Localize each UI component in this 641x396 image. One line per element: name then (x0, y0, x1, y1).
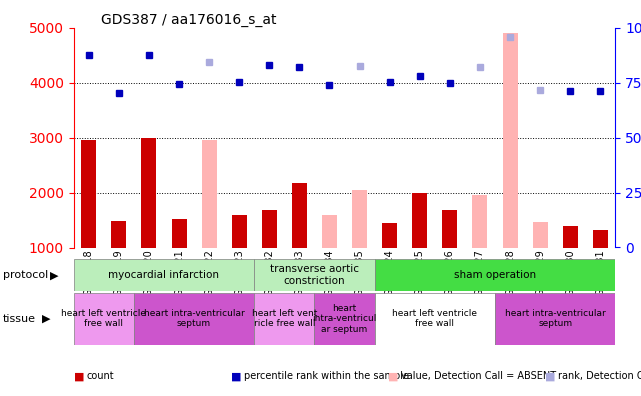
Text: heart
intra-ventricul
ar septum: heart intra-ventricul ar septum (312, 304, 377, 334)
Text: heart intra-ventricular
septum: heart intra-ventricular septum (505, 309, 606, 328)
Bar (442, 210, 458, 248)
Bar (382, 223, 397, 248)
Text: value, Detection Call = ABSENT: value, Detection Call = ABSENT (401, 371, 556, 381)
Text: percentile rank within the sample: percentile rank within the sample (244, 371, 408, 381)
Bar (81, 140, 96, 248)
Text: tissue: tissue (3, 314, 36, 324)
Bar (495, 293, 615, 345)
Text: rank, Detection Call = ABSENT: rank, Detection Call = ABSENT (558, 371, 641, 381)
Bar (74, 293, 134, 345)
Bar (292, 183, 307, 248)
Text: count: count (87, 371, 114, 381)
Bar (74, 259, 254, 291)
Bar (374, 259, 615, 291)
Bar (172, 219, 187, 248)
Bar (254, 293, 315, 345)
Bar (563, 225, 578, 248)
Bar (374, 293, 495, 345)
Bar (134, 293, 254, 345)
Text: ▶: ▶ (50, 270, 58, 280)
Bar (593, 230, 608, 248)
Bar (254, 259, 374, 291)
Bar (322, 215, 337, 248)
Bar (503, 33, 517, 248)
Text: ▶: ▶ (42, 314, 50, 324)
Text: GDS387 / aa176016_s_at: GDS387 / aa176016_s_at (101, 13, 276, 27)
Bar (231, 215, 247, 248)
Bar (112, 221, 126, 248)
Text: ■: ■ (545, 371, 555, 381)
Text: ■: ■ (231, 371, 241, 381)
Bar (142, 137, 156, 248)
Text: heart intra-ventricular
septum: heart intra-ventricular septum (144, 309, 244, 328)
Text: heart left ventricle
free wall: heart left ventricle free wall (392, 309, 478, 328)
Text: myocardial infarction: myocardial infarction (108, 270, 219, 280)
Bar (533, 222, 547, 248)
Bar (352, 190, 367, 248)
Text: heart left vent
ricle free wall: heart left vent ricle free wall (252, 309, 317, 328)
Bar (202, 140, 217, 248)
Bar (472, 195, 487, 248)
Bar (412, 193, 428, 248)
Text: transverse aortic
constriction: transverse aortic constriction (270, 265, 359, 286)
Text: protocol: protocol (3, 270, 49, 280)
Text: ■: ■ (74, 371, 84, 381)
Text: sham operation: sham operation (454, 270, 536, 280)
Text: ■: ■ (388, 371, 398, 381)
Text: heart left ventricle
free wall: heart left ventricle free wall (62, 309, 146, 328)
Bar (262, 210, 277, 248)
Bar (315, 293, 374, 345)
